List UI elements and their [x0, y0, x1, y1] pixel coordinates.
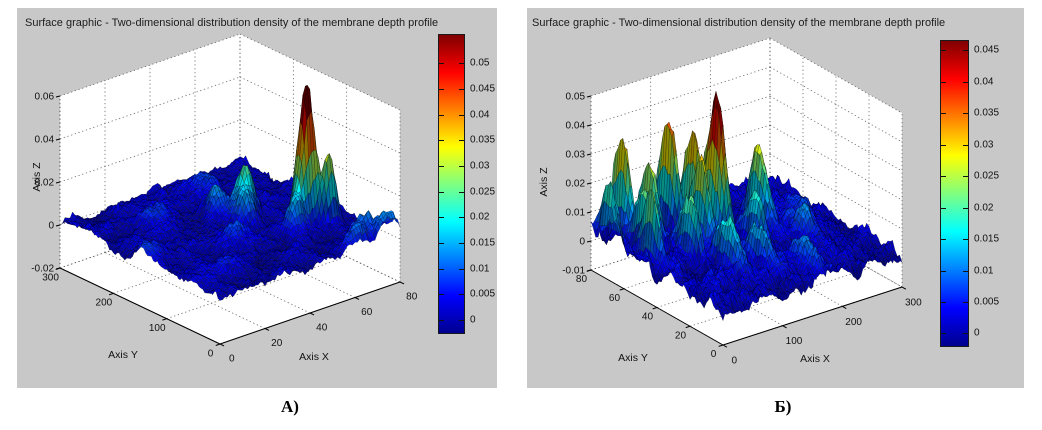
- colorbar-tick-mark: [963, 113, 968, 115]
- colorbar-tick-label: 0.05: [470, 57, 490, 69]
- colorbar-tick-mark: [963, 333, 968, 335]
- colorbar-gradient-b: [941, 41, 968, 346]
- colorbar-tick-mark: [941, 50, 946, 52]
- colorbar-tick-mark: [941, 270, 946, 272]
- colorbar-tick-label: 0.005: [974, 296, 1000, 308]
- chart-title-a: Surface graphic - Two-dimensional distri…: [25, 17, 439, 29]
- colorbar-gradient-a: [439, 35, 464, 333]
- colorbar-tick-mark: [941, 113, 946, 115]
- colorbar-tick-label: 0.015: [470, 237, 496, 249]
- colorbar-tick-label: 0.035: [470, 134, 496, 146]
- colorbar-tick-mark: [459, 114, 464, 116]
- colorbar-tick-mark: [459, 294, 464, 296]
- colorbar-tick-mark: [941, 176, 946, 178]
- surface-plot-a: [17, 8, 497, 388]
- caption-a: А): [281, 397, 299, 416]
- colorbar-tick-mark: [439, 268, 444, 270]
- colorbar-tick-mark: [963, 144, 968, 146]
- colorbar-tick-mark: [963, 270, 968, 272]
- colorbar-tick-label: 0.045: [470, 83, 496, 95]
- colorbar-tick-mark: [439, 114, 444, 116]
- colorbar-tick-label: 0: [974, 327, 980, 339]
- colorbar-tick-label: 0.04: [470, 109, 490, 121]
- colorbar-b: 0 0.005 0.01 0.015 0.02 0.025 0.03 0.035 0.04 0.0…: [940, 40, 999, 347]
- figure-panel-b: Surface graphic - Two-dimensional distri…: [527, 8, 1024, 388]
- figure-panel-a: Surface graphic - Two-dimensional distri…: [17, 8, 497, 388]
- colorbar-tick-mark: [439, 140, 444, 142]
- colorbar-tick-mark: [439, 88, 444, 90]
- caption-b: Б): [774, 397, 792, 416]
- colorbar-tick-label: 0: [470, 314, 476, 326]
- colorbar-tick-label: 0.04: [974, 76, 994, 88]
- colorbar-tick-label: 0.02: [974, 202, 994, 214]
- colorbar-tick-mark: [459, 320, 464, 322]
- colorbar-tick-mark: [963, 207, 968, 209]
- colorbar-a: 0 0.005 0.01 0.015 0.02 0.025 0.03 0.035 0.04 0.0…: [438, 34, 495, 334]
- colorbar-tick-label: 0.01: [470, 263, 490, 275]
- colorbar-tick-mark: [941, 301, 946, 303]
- colorbar-tick-mark: [459, 268, 464, 270]
- colorbar-tick-label: 0.03: [974, 139, 994, 151]
- colorbar-tick-label: 0.03: [470, 160, 490, 172]
- colorbar-tick-mark: [963, 239, 968, 241]
- colorbar-tick-mark: [459, 243, 464, 245]
- colorbar-tick-mark: [941, 144, 946, 146]
- colorbar-tick-mark: [439, 320, 444, 322]
- colorbar-tick-mark: [459, 88, 464, 90]
- colorbar-tick-mark: [459, 191, 464, 193]
- colorbar-tick-mark: [941, 333, 946, 335]
- colorbar-tick-mark: [439, 63, 444, 65]
- chart-title-b: Surface graphic - Two-dimensional distri…: [532, 17, 946, 29]
- colorbar-tick-label: 0.005: [470, 288, 496, 300]
- colorbar-tick-mark: [439, 294, 444, 296]
- colorbar-tick-mark: [459, 166, 464, 168]
- colorbar-tick-mark: [963, 81, 968, 83]
- colorbar-tick-label: 0.02: [470, 211, 490, 223]
- colorbar-tick-label: 0.025: [974, 170, 1000, 182]
- colorbar-tick-mark: [439, 243, 444, 245]
- colorbar-tick-label: 0.045: [974, 44, 1000, 56]
- colorbar-tick-mark: [439, 217, 444, 219]
- colorbar-tick-mark: [963, 301, 968, 303]
- colorbar-tick-mark: [941, 207, 946, 209]
- colorbar-tick-mark: [941, 81, 946, 83]
- colorbar-tick-mark: [459, 140, 464, 142]
- colorbar-tick-label: 0.035: [974, 107, 1000, 119]
- colorbar-tick-label: 0.01: [974, 265, 994, 277]
- colorbar-tick-mark: [439, 166, 444, 168]
- colorbar-tick-mark: [459, 217, 464, 219]
- colorbar-tick-label: 0.015: [974, 233, 1000, 245]
- colorbar-tick-label: 0.025: [470, 186, 496, 198]
- colorbar-tick-mark: [941, 239, 946, 241]
- colorbar-tick-mark: [963, 50, 968, 52]
- colorbar-tick-mark: [439, 191, 444, 193]
- colorbar-tick-mark: [459, 63, 464, 65]
- colorbar-tick-mark: [963, 176, 968, 178]
